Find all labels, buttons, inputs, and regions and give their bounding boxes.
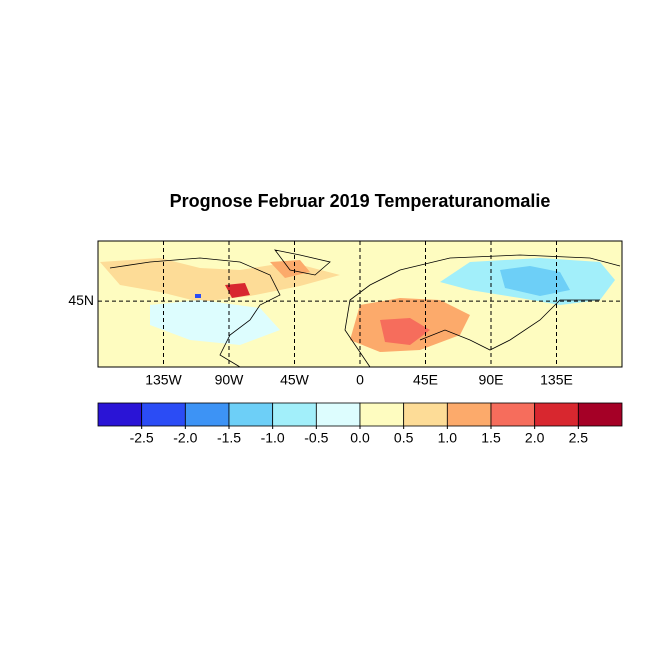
colorbar-swatch (490, 402, 536, 427)
anomaly-region (150, 300, 280, 345)
colorbar-swatch (534, 402, 579, 427)
x-tick-label: 45E (413, 372, 438, 388)
coastline (109, 249, 331, 368)
colorbar-swatch (446, 402, 492, 427)
x-tick-label: 135W (145, 372, 182, 388)
colorbar-label: -2.0 (173, 430, 197, 446)
anomaly-region (500, 266, 570, 296)
x-tick-label: 45W (280, 372, 310, 388)
colorbar-swatch (403, 402, 448, 427)
x-tick-label: 90E (479, 372, 504, 388)
y-tick-label: 45N (68, 292, 94, 308)
anomaly-region (380, 318, 430, 345)
anomaly-region (225, 283, 250, 298)
colorbar-swatch (577, 402, 623, 427)
colorbar-label: -0.5 (304, 430, 328, 446)
colorbar-swatch (359, 402, 405, 427)
colorbar-label: -1.5 (217, 430, 241, 446)
colorbar-label: 0.0 (350, 430, 370, 446)
anomaly-region (270, 260, 310, 278)
colorbar-swatch (315, 402, 361, 427)
colorbar-swatch (184, 402, 230, 427)
x-tick-label: 135E (540, 372, 573, 388)
x-tick-label: 0 (356, 372, 364, 388)
colorbar-label: -2.5 (130, 430, 154, 446)
colorbar-swatch (272, 402, 317, 427)
colorbar-label: 2.0 (525, 430, 545, 446)
anomaly-region (195, 294, 201, 298)
colorbar-label: 0.5 (394, 430, 414, 446)
colorbar-label: 1.0 (438, 430, 458, 446)
coastline (344, 254, 621, 368)
colorbar-label: 2.5 (569, 430, 589, 446)
colorbar-swatch (141, 402, 186, 427)
colorbar-label: 1.5 (481, 430, 501, 446)
colorbar-label: -1.0 (261, 430, 285, 446)
colorbar-swatch (228, 402, 274, 427)
colorbar-swatch (97, 402, 143, 427)
chart-title: Prognose Februar 2019 Temperaturanomalie (170, 191, 551, 211)
x-tick-label: 90W (215, 372, 245, 388)
